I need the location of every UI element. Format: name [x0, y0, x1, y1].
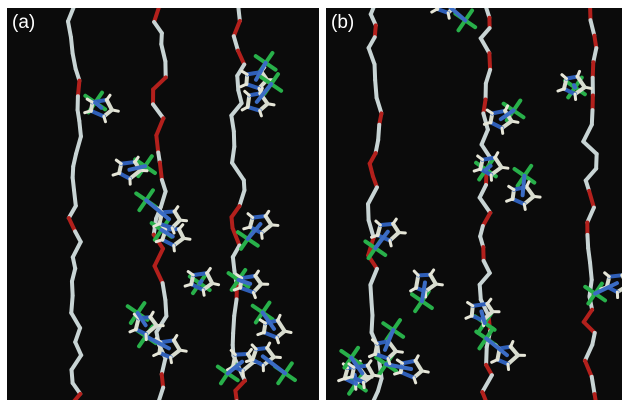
- bond: [238, 4, 240, 21]
- hydrogen: [577, 71, 579, 76]
- ring-bond: [437, 0, 438, 9]
- bond: [78, 81, 80, 97]
- bond: [378, 125, 379, 140]
- bond: [375, 80, 376, 98]
- page: (a) (b) (() => { const data = JSON.parse…: [0, 0, 629, 404]
- hydrogen: [395, 372, 401, 374]
- hydrogen: [172, 228, 174, 233]
- hydrogen: [246, 360, 252, 362]
- bond: [587, 235, 588, 248]
- bond: [234, 299, 236, 315]
- hydrogen: [258, 332, 264, 334]
- hydrogen: [414, 378, 416, 383]
- hydrogen: [346, 377, 352, 379]
- hydrogen: [511, 342, 513, 347]
- bond: [163, 283, 166, 300]
- hydrogen: [558, 89, 564, 91]
- bond: [593, 62, 594, 77]
- hydrogen: [253, 292, 255, 297]
- hydrogen: [502, 128, 503, 133]
- panel-background: [326, 8, 622, 400]
- bond: [165, 300, 166, 316]
- bond: [368, 204, 369, 220]
- bond: [71, 296, 72, 313]
- bond: [375, 64, 376, 80]
- ring-bond: [473, 304, 488, 306]
- bond: [74, 190, 76, 206]
- hydrogen: [171, 357, 172, 362]
- hydrogen: [104, 116, 106, 121]
- hydrogen: [575, 94, 576, 99]
- hydrogen: [363, 382, 364, 387]
- bond: [231, 116, 233, 132]
- bond: [489, 53, 490, 70]
- hydrogen: [277, 338, 279, 343]
- ring-bond: [622, 275, 627, 285]
- hydrogen: [484, 122, 490, 124]
- bond: [592, 377, 595, 394]
- bond: [588, 248, 590, 262]
- hydrogen: [508, 364, 509, 369]
- bond: [592, 110, 593, 125]
- bond: [372, 315, 373, 332]
- bond: [79, 121, 81, 137]
- panel-b: (b): [326, 0, 629, 404]
- bond: [480, 285, 481, 300]
- bond: [483, 99, 485, 113]
- bond: [371, 302, 372, 316]
- bond: [237, 76, 238, 90]
- hydrogen: [372, 235, 378, 237]
- bond: [486, 347, 487, 365]
- ring-bond: [121, 162, 135, 164]
- link-bond: [200, 281, 202, 283]
- panel-label: (b): [331, 12, 354, 33]
- hydrogen: [261, 233, 262, 238]
- hydrogen: [474, 169, 480, 171]
- hydrogen: [203, 290, 204, 295]
- hydrogen: [260, 111, 262, 116]
- bond: [233, 316, 234, 333]
- panel-a: (a): [7, 4, 319, 404]
- hydrogen: [278, 315, 280, 320]
- bond: [71, 37, 73, 53]
- hydrogen: [339, 378, 345, 380]
- hydrogen: [156, 240, 162, 242]
- panel-label: (a): [12, 12, 35, 33]
- bond: [595, 394, 597, 404]
- bond: [590, 263, 592, 280]
- bond: [72, 281, 73, 295]
- hydrogen: [113, 173, 119, 175]
- bond: [370, 285, 371, 302]
- hydrogen: [448, 13, 449, 18]
- bond: [162, 374, 163, 387]
- ring-bond: [193, 273, 207, 275]
- ring-bond: [242, 276, 256, 278]
- bond: [233, 257, 235, 271]
- hydrogen: [244, 227, 250, 229]
- hydrogen: [388, 359, 390, 364]
- link-bond: [574, 85, 575, 87]
- figure: (a) (b): [0, 0, 629, 404]
- link-bond: [523, 176, 525, 195]
- hydrogen: [524, 204, 525, 209]
- hydrogen: [507, 199, 513, 201]
- bond: [156, 135, 158, 152]
- bond: [160, 163, 162, 180]
- ring-bond: [451, 0, 457, 4]
- bond: [376, 140, 379, 153]
- bond: [596, 154, 597, 169]
- hydrogen: [527, 182, 529, 187]
- hydrogen: [622, 271, 625, 276]
- hydrogen: [185, 284, 191, 286]
- hydrogen: [85, 111, 91, 113]
- hydrogen: [390, 241, 391, 246]
- hydrogen: [174, 246, 175, 251]
- bond: [232, 147, 234, 163]
